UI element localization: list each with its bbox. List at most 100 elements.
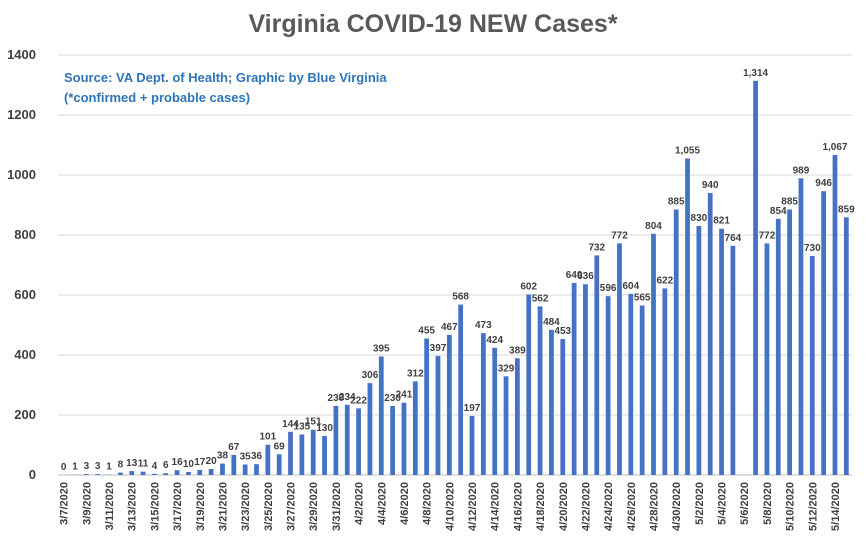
cases-note: (*confirmed + probable cases): [64, 90, 250, 105]
bar: [651, 233, 656, 475]
bar: [242, 464, 248, 475]
data-label: 989: [793, 165, 810, 176]
data-label: 1,314: [743, 68, 768, 79]
bar: [764, 243, 770, 475]
bar: [685, 158, 690, 475]
data-label: 329: [498, 363, 515, 374]
data-label: 453: [554, 326, 571, 337]
data-label: 8: [118, 460, 124, 471]
data-label: 484: [543, 317, 560, 328]
x-tick-label: 3/27/2020: [286, 482, 298, 531]
x-tick-label: 3/9/2020: [81, 482, 93, 525]
data-label: 764: [725, 233, 742, 244]
x-tick-label: 3/15/2020: [149, 482, 161, 531]
x-axis: 3/7/2020 3/9/2020 3/11/2020 3/13/2020 3/15/2…: [59, 482, 842, 531]
bar: [140, 471, 146, 475]
data-label: 35: [240, 452, 252, 463]
data-label: 4: [152, 461, 158, 472]
x-tick-label: 5/8/2020: [762, 482, 774, 525]
data-label: 622: [656, 275, 673, 286]
data-label: 455: [418, 326, 435, 337]
bar: [480, 333, 486, 475]
x-tick-label: 3/29/2020: [308, 482, 320, 531]
bar: [515, 358, 520, 475]
y-tick-label: 1000: [7, 167, 36, 182]
y-tick-label: 400: [14, 347, 36, 362]
bar: [412, 381, 418, 475]
bar: [469, 415, 475, 475]
source-note: Source: VA Dept. of Health; Graphic by B…: [64, 70, 387, 85]
data-label: 467: [441, 322, 458, 333]
data-label: 804: [645, 221, 662, 232]
data-label: 821: [713, 216, 730, 227]
bar: [288, 431, 293, 475]
data-label: 222: [350, 395, 367, 406]
x-tick-label: 4/26/2020: [626, 482, 638, 531]
x-tick-label: 4/28/2020: [649, 482, 661, 531]
bar: [821, 191, 827, 475]
bar: [265, 444, 271, 475]
bar: [662, 288, 668, 475]
y-tick-label: 1400: [7, 47, 36, 62]
data-label: 640: [566, 270, 583, 281]
bar: [492, 347, 498, 475]
y-tick-label: 1200: [7, 107, 36, 122]
bar: [798, 178, 804, 476]
data-label: 885: [781, 197, 798, 208]
data-label: 13: [126, 458, 138, 469]
data-label: 859: [838, 204, 855, 215]
x-tick-label: 3/21/2020: [217, 482, 229, 531]
data-label: 306: [362, 370, 379, 381]
x-tick-label: 4/30/2020: [671, 482, 683, 531]
bar: [458, 304, 464, 475]
data-label: 16: [172, 457, 184, 468]
data-label: 36: [251, 451, 263, 462]
data-label: 772: [759, 230, 776, 241]
data-label: 602: [520, 281, 537, 292]
bar: [583, 284, 588, 475]
data-label: 565: [634, 293, 651, 304]
x-tick-label: 4/6/2020: [399, 482, 411, 525]
bar: [526, 294, 532, 475]
data-label: 230: [328, 393, 345, 404]
x-tick-label: 3/7/2020: [59, 482, 71, 525]
data-label: 730: [804, 243, 821, 254]
bar: [378, 356, 384, 475]
x-tick-label: 3/13/2020: [127, 482, 139, 531]
bar: [208, 469, 214, 475]
bar: [276, 454, 282, 475]
x-tick-label: 3/19/2020: [195, 482, 207, 531]
bar: [310, 429, 316, 475]
data-label: 130: [316, 423, 333, 434]
bar: [787, 209, 792, 475]
bar: [571, 283, 577, 475]
data-label: 151: [305, 417, 322, 428]
x-tick-label: 4/8/2020: [422, 482, 434, 525]
data-label: 101: [259, 432, 276, 443]
bar: [809, 256, 815, 475]
data-label: 830: [691, 213, 708, 224]
bar: [549, 329, 554, 475]
data-label: 885: [668, 197, 685, 208]
x-tick-label: 5/6/2020: [739, 482, 751, 525]
bar: [367, 383, 373, 475]
bar: [401, 402, 407, 475]
bar: [446, 334, 452, 475]
bar: [753, 80, 758, 476]
x-tick-label: 3/11/2020: [104, 482, 116, 530]
data-label: 144: [282, 419, 299, 430]
bar: [163, 473, 169, 475]
data-label: 562: [532, 293, 549, 304]
data-label: 732: [588, 242, 605, 253]
bar: [231, 454, 237, 475]
data-label: 772: [611, 230, 628, 241]
x-tick-label: 4/20/2020: [558, 482, 570, 531]
data-label: 568: [452, 292, 469, 303]
bars: [72, 80, 849, 476]
x-tick-label: 4/16/2020: [512, 482, 524, 531]
bar: [186, 472, 191, 475]
x-tick-label: 4/18/2020: [535, 482, 547, 531]
bar: [333, 406, 339, 475]
data-label: 69: [274, 441, 286, 452]
